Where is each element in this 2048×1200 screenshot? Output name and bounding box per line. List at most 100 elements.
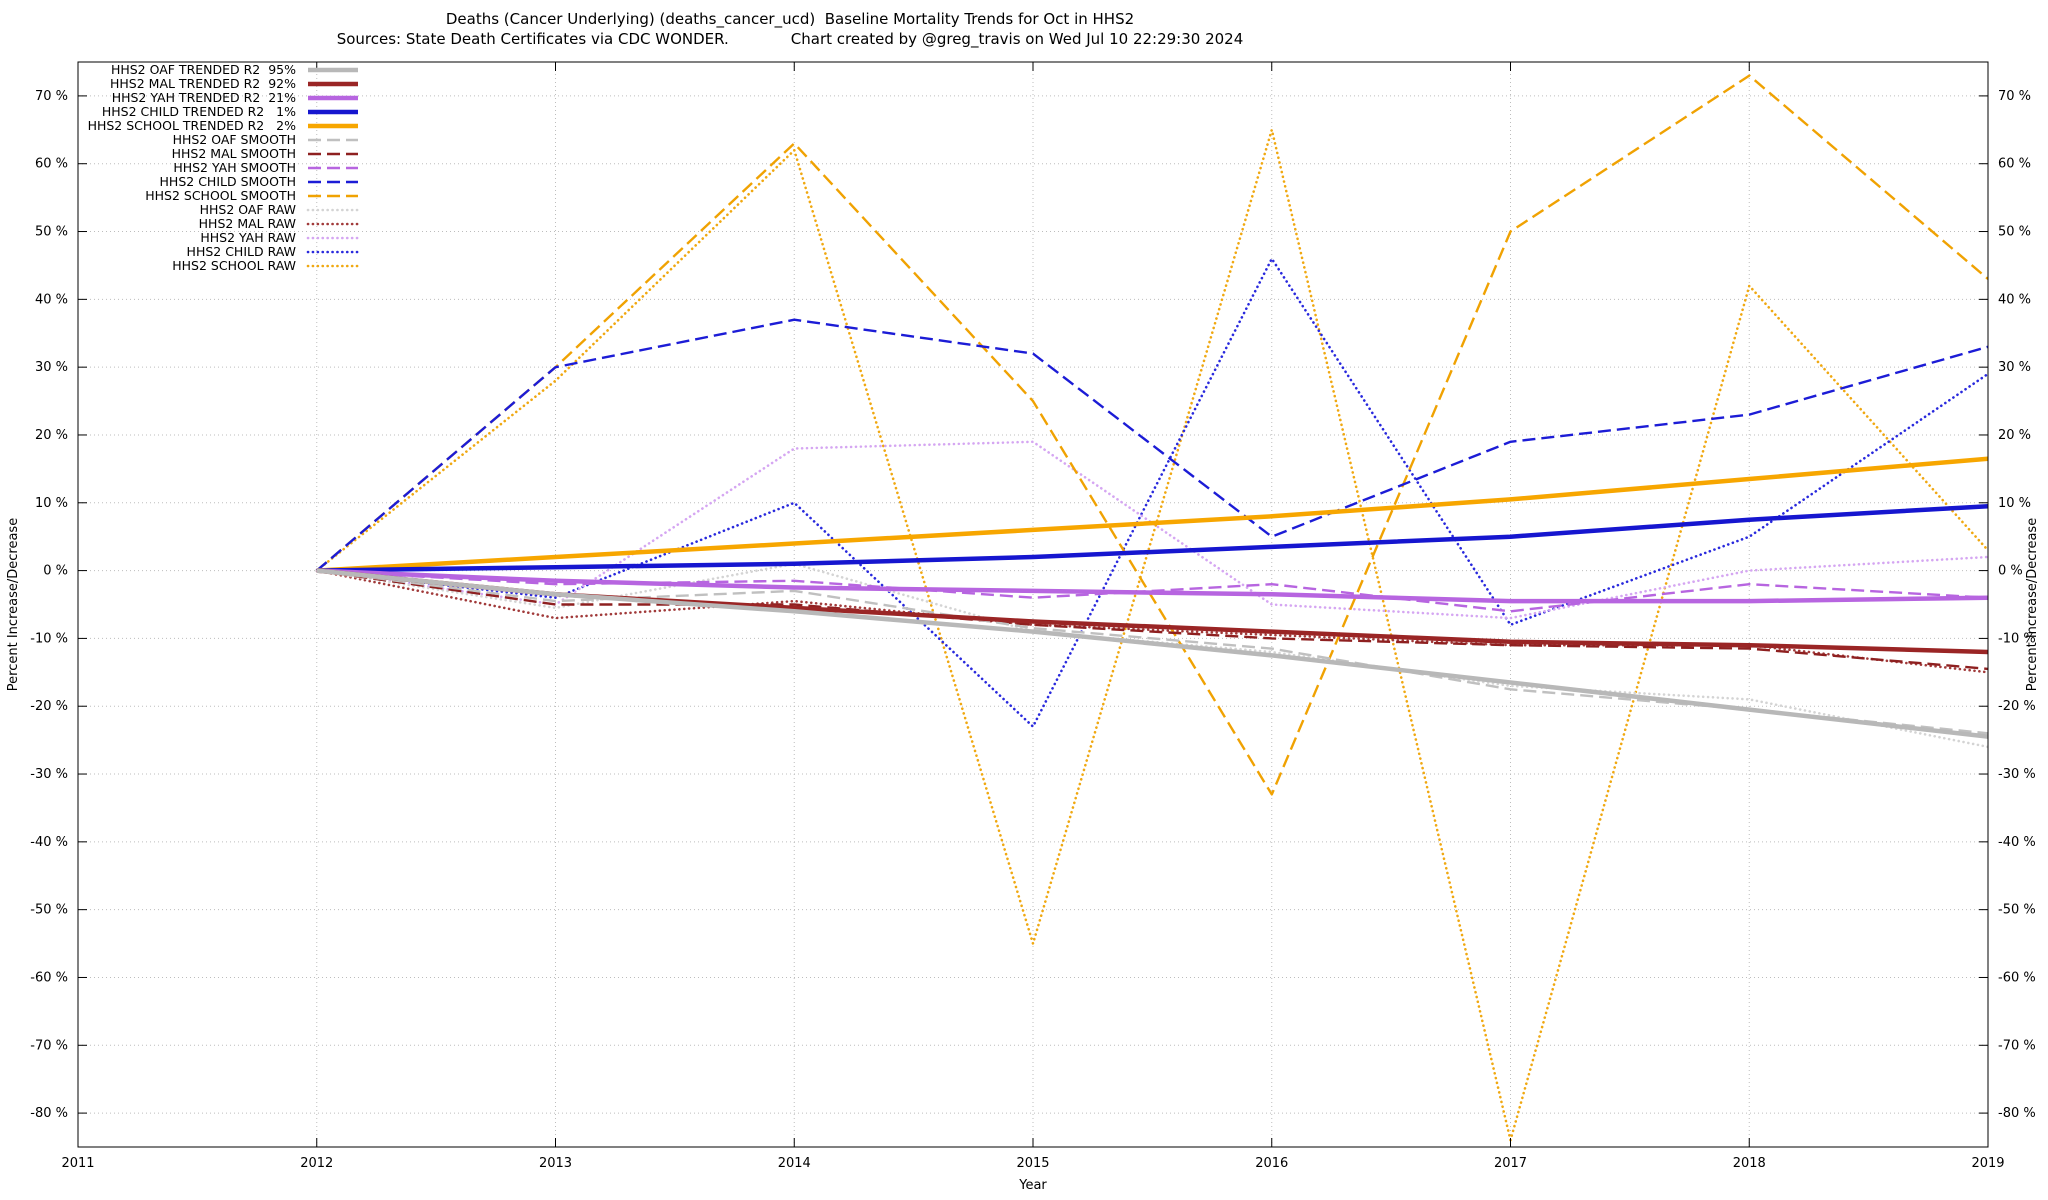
legend-row-oaf-trended: HHS2 OAF TRENDED R2 95% [62,63,360,77]
axes [77,61,1989,1148]
legend-row-yah-trended: HHS2 YAH TRENDED R2 21% [62,91,360,105]
legend-line-sample [306,236,360,240]
y-tick-label-left: -10 % [30,631,68,646]
legend-label: HHS2 SCHOOL TRENDED R2 2% [87,118,296,133]
series-child-smooth [316,318,1988,572]
x-tick-label: 2017 [1494,1156,1527,1171]
y-tick-label-right: 50 % [1998,225,2031,240]
y-tick-label-right: -30 % [1998,767,2036,782]
y-tick-label-right: 30 % [1998,360,2031,375]
y-tick-label-left: 10 % [35,496,68,511]
y-tick-label-left: -80 % [30,1106,68,1121]
y-tick-label-left: 20 % [35,428,68,443]
legend-label: HHS2 MAL SMOOTH [171,146,296,161]
legend-row-oaf-smooth: HHS2 OAF SMOOTH [62,133,360,147]
y-tick-label-right: 0 % [1998,564,2023,579]
y-tick-label-left: -60 % [30,970,68,985]
y-tick-label-right: 40 % [1998,292,2031,307]
y-tick-label-left: -70 % [30,1038,68,1053]
x-tick-label: 2016 [1255,1156,1288,1171]
series-oaf-smooth [316,569,1988,735]
y-tick-label-right: 10 % [1998,496,2031,511]
y-tick-label-right: -20 % [1998,699,2036,714]
series-mal-raw [315,569,1988,674]
legend-line-sample [306,264,360,268]
legend-label: HHS2 YAH SMOOTH [173,160,296,175]
legend-label: HHS2 SCHOOL RAW [172,258,296,273]
x-tick-label: 2013 [539,1156,572,1171]
series-lines [315,74,1988,1142]
y-tick-label-right: -50 % [1998,903,2036,918]
y-tick-label-left: -40 % [30,835,68,850]
legend-line-sample [308,67,358,73]
legend-line-sample [308,81,358,87]
legend-label: HHS2 MAL TRENDED R2 92% [110,76,296,91]
legend-line-sample [308,194,358,198]
legend-label: HHS2 CHILD RAW [186,244,296,259]
legend-label: HHS2 YAH TRENDED R2 21% [111,90,296,105]
legend-line-sample [308,138,358,142]
x-tick-label: 2014 [778,1156,811,1171]
legend-label: HHS2 OAF TRENDED R2 95% [110,62,296,77]
y-tick-label-left: 0 % [43,564,68,579]
legend-row-child-raw: HHS2 CHILD RAW [62,245,360,259]
plot-border [77,61,1989,1148]
gridlines [77,62,1989,1147]
legend-row-school-raw: HHS2 SCHOOL RAW [62,259,360,273]
legend-line-sample [306,208,360,212]
y-tick-label-left: 40 % [35,292,68,307]
legend-row-yah-smooth: HHS2 YAH SMOOTH [62,161,360,175]
legend-line-sample [308,109,358,115]
y-tick-label-right: -70 % [1998,1038,2036,1053]
series-school-raw [315,128,1988,1142]
legend-line-sample [306,250,360,254]
x-tick-label: 2015 [1016,1156,1049,1171]
legend-line-sample [308,123,358,129]
x-tick-label: 2018 [1733,1156,1766,1171]
legend-row-mal-smooth: HHS2 MAL SMOOTH [62,147,360,161]
tick-labels: -80 % -80 % -70 % -70 % -60 % -60 % -50 % -50 %… [6,89,2040,1193]
y-tick-label-right: -80 % [1998,1106,2036,1121]
y-tick-label-left: -20 % [30,699,68,714]
chart-titles: Deaths (Cancer Underlying) (deaths_cance… [0,9,1580,49]
x-tick-label: 2012 [300,1156,333,1171]
y-tick-label-right: -40 % [1998,835,2036,850]
legend-row-mal-trended: HHS2 MAL TRENDED R2 92% [62,77,360,91]
x-tick-label: 2011 [61,1156,94,1171]
legend-row-child-smooth: HHS2 CHILD SMOOTH [62,175,360,189]
series-school-trended [316,456,1988,573]
y-tick-label-left: -50 % [30,903,68,918]
y-tick-label-left: 70 % [35,89,68,104]
series-yah-raw [315,440,1988,620]
y-axis-label-right: Percent Increase/Decrease [2025,518,2040,691]
legend-label: HHS2 OAF RAW [199,202,296,217]
legend-line-sample [308,152,358,156]
series-mal-smooth [316,569,1988,671]
legend-label: HHS2 MAL RAW [198,216,296,231]
y-tick-label-right: -60 % [1998,970,2036,985]
y-tick-label-right: -10 % [1998,631,2036,646]
legend: HHS2 OAF TRENDED R2 95% HHS2 MAL TRENDED … [62,63,360,273]
y-tick-label-right: 20 % [1998,428,2031,443]
y-tick-label-left: -30 % [30,767,68,782]
legend-row-school-smooth: HHS2 SCHOOL SMOOTH [62,189,360,203]
legend-row-mal-raw: HHS2 MAL RAW [62,217,360,231]
series-oaf-trended [316,568,1988,739]
series-child-trended [316,503,1988,573]
legend-row-child-trended: HHS2 CHILD TRENDED R2 1% [62,105,360,119]
series-yah-trended [316,568,1988,604]
legend-line-sample [308,95,358,101]
legend-label: HHS2 CHILD TRENDED R2 1% [101,104,296,119]
tick-marks [77,62,1989,1147]
chart-subtitle: Sources: State Death Certificates via CD… [336,30,1244,48]
legend-line-sample [308,166,358,170]
y-axis-label-left: Percent Increase/Decrease [6,518,21,691]
y-tick-label-left: 60 % [35,157,68,172]
y-tick-label-right: 70 % [1998,89,2031,104]
y-tick-label-left: 30 % [35,360,68,375]
legend-line-sample [306,222,360,226]
y-tick-label-right: 60 % [1998,157,2031,172]
legend-label: HHS2 SCHOOL SMOOTH [145,188,296,203]
